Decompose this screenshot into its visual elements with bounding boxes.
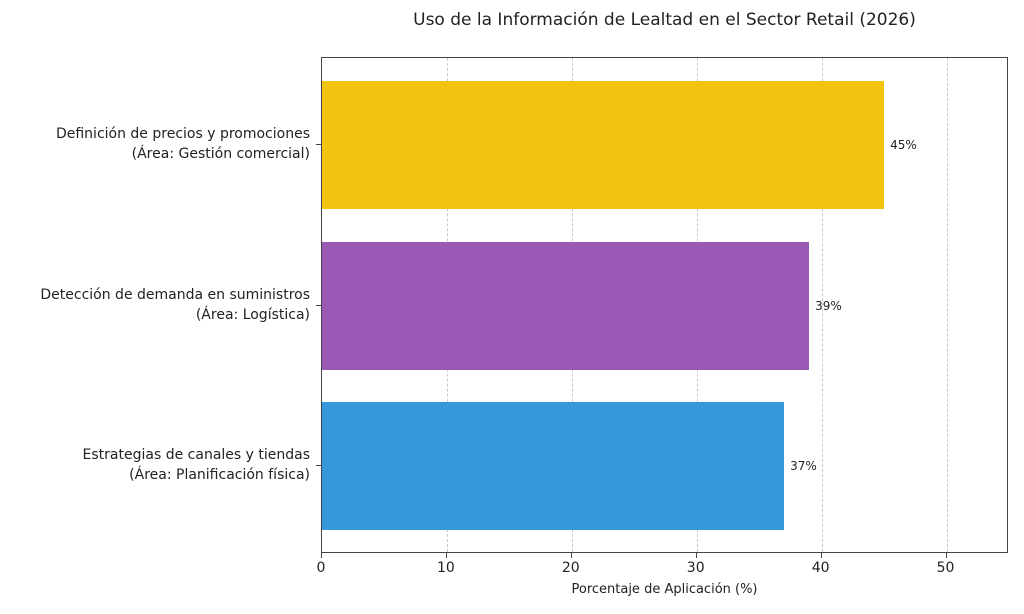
bar-value-label: 39% [815, 298, 842, 313]
y-tick [316, 465, 321, 466]
y-tick-label-line: (Área: Gestión comercial) [131, 146, 310, 162]
chart-title: Uso de la Información de Lealtad en el S… [413, 10, 916, 30]
bar [322, 81, 885, 209]
bar [322, 241, 810, 370]
y-tick-label-line: (Área: Logística) [195, 306, 310, 323]
x-tick-label: 10 [436, 560, 455, 576]
y-tick-label: Detección de demanda en suministros (Área… [40, 285, 310, 325]
y-tick-label: Estrategias de canales y tiendas (Área: P… [83, 445, 310, 485]
y-tick [316, 304, 321, 306]
y-tick [316, 144, 321, 145]
y-tick-label: Definición de precios y promociones (Área… [56, 124, 310, 164]
x-tick [445, 553, 447, 558]
x-tick-label: 30 [686, 560, 705, 576]
x-axis-label: Porcentaje de Aplicación (%) [571, 582, 758, 597]
x-tick [820, 553, 822, 558]
x-tick-label: 0 [316, 560, 326, 576]
x-tick-label: 50 [936, 560, 955, 576]
x-tick-label: 20 [561, 560, 580, 576]
bar [322, 402, 785, 530]
x-tick [695, 553, 697, 558]
x-tick [321, 553, 322, 558]
y-tick-label-line: (Área: Planificación física) [129, 467, 310, 483]
x-tick [570, 553, 572, 558]
x-tick-label: 40 [811, 560, 830, 576]
x-tick [945, 553, 947, 558]
y-tick-label-line: Definición de precios y promociones [55, 126, 310, 142]
bar-value-label: 37% [790, 459, 817, 473]
y-tick-label-line: Detección de demanda en suministros [40, 286, 310, 303]
gridline [946, 58, 948, 552]
bar-value-label: 45% [890, 138, 917, 152]
y-tick-label-line: Estrategias de canales y tiendas [82, 447, 310, 463]
gridline [821, 58, 823, 552]
plot-area: 45% 39% 37% [321, 57, 1008, 553]
